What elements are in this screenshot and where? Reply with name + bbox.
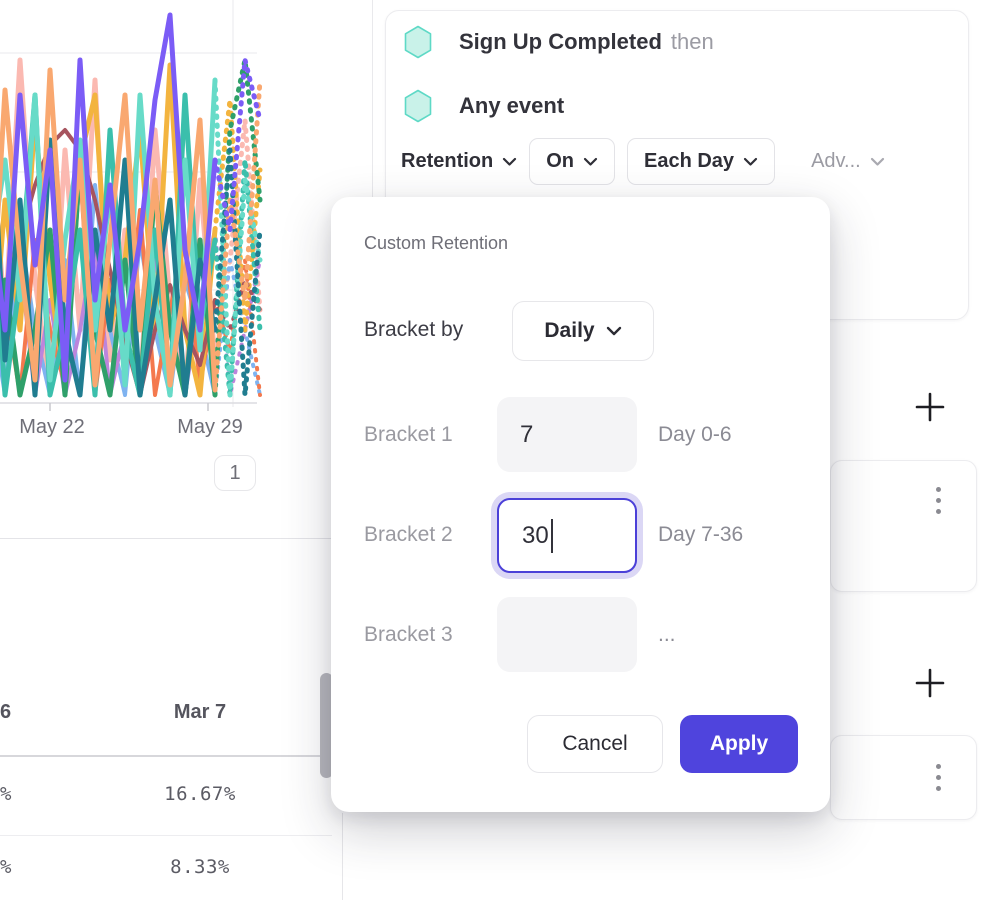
more-options-button[interactable] (931, 487, 945, 514)
query-controls-row: Retention On Each Day Adv... (401, 138, 885, 185)
bracket-3-caption: ... (658, 623, 676, 646)
bracket-1-caption: Day 0-6 (658, 423, 732, 446)
chevron-down-icon (606, 326, 621, 335)
bracket-3-label: Bracket 3 (364, 623, 453, 646)
query-step-1[interactable]: Sign Up Completed then (403, 25, 714, 59)
kebab-dot (935, 487, 941, 492)
query-step-2-label: Any event (459, 93, 565, 118)
table-row2-partial: % (0, 856, 12, 878)
x-axis-label-may22: May 22 (19, 416, 85, 438)
retention-line-chart (0, 0, 263, 411)
chevron-down-icon (870, 157, 884, 166)
bracket-3-input[interactable] (497, 597, 637, 672)
apply-button[interactable]: Apply (680, 715, 798, 773)
report-card-2 (830, 735, 977, 820)
event-hexagon-icon (404, 89, 432, 123)
table-header-partial: 6 (0, 701, 12, 723)
bracket-2-label: Bracket 2 (364, 523, 453, 546)
bracket-1-input[interactable]: 7 (497, 397, 637, 472)
plus-icon (915, 668, 945, 698)
plus-icon (915, 392, 945, 422)
bracket-2-input[interactable]: 30 (497, 498, 637, 573)
table-column-divider (342, 813, 343, 900)
each-day-dropdown-label: Each Day (644, 150, 735, 172)
chevron-down-icon (503, 157, 517, 166)
add-section-button-1[interactable] (912, 389, 948, 425)
kebab-dot (935, 786, 941, 791)
table-row-divider (0, 835, 332, 836)
kebab-dot (935, 775, 941, 780)
bracket-2-value: 30 (522, 521, 549, 549)
right-panel-border (372, 0, 373, 200)
table-scrollbar-thumb[interactable] (320, 673, 333, 778)
table-row2-value: 8.33% (170, 856, 230, 878)
table-header-mar7: Mar 7 (173, 701, 227, 723)
advanced-dropdown[interactable]: Adv... (811, 150, 885, 173)
pagination-page-1-button[interactable]: 1 (214, 455, 256, 491)
event-hexagon-icon (404, 25, 432, 59)
kebab-dot (935, 498, 941, 503)
retention-type-dropdown[interactable]: Retention (401, 150, 517, 173)
bracket-2-caption: Day 7-36 (658, 523, 744, 546)
add-section-button-2[interactable] (912, 665, 948, 701)
table-row1-value: 16.67% (164, 783, 236, 805)
modal-title: Custom Retention (364, 233, 509, 253)
query-step-1-label: Sign Up Completed (459, 29, 662, 54)
chevron-down-icon (583, 157, 598, 166)
table-top-divider (0, 538, 336, 539)
on-dropdown-label: On (546, 150, 574, 172)
bracket-by-value: Daily (544, 319, 595, 342)
bracket-1-value: 7 (520, 420, 534, 448)
more-options-button[interactable] (931, 764, 945, 791)
kebab-dot (935, 509, 941, 514)
table-row1-partial: % (0, 783, 12, 805)
bracket-by-label: Bracket by (364, 318, 464, 341)
query-step-1-suffix: then (670, 29, 714, 54)
custom-retention-modal: Custom Retention Bracket by Daily Bracke… (331, 197, 830, 812)
report-card-1 (830, 460, 977, 592)
chevron-down-icon (743, 157, 758, 166)
advanced-dropdown-label: Adv... (811, 150, 861, 172)
bracket-by-dropdown[interactable]: Daily (512, 301, 654, 361)
text-caret (550, 518, 553, 553)
retention-type-label: Retention (401, 150, 494, 172)
cancel-button[interactable]: Cancel (527, 715, 663, 773)
query-step-2[interactable]: Any event (403, 89, 564, 123)
x-axis-label-may29: May 29 (177, 416, 243, 438)
kebab-dot (935, 764, 941, 769)
on-dropdown[interactable]: On (529, 138, 615, 185)
table-header-underline (0, 755, 322, 757)
bracket-1-label: Bracket 1 (364, 423, 453, 446)
each-day-dropdown[interactable]: Each Day (627, 138, 776, 185)
